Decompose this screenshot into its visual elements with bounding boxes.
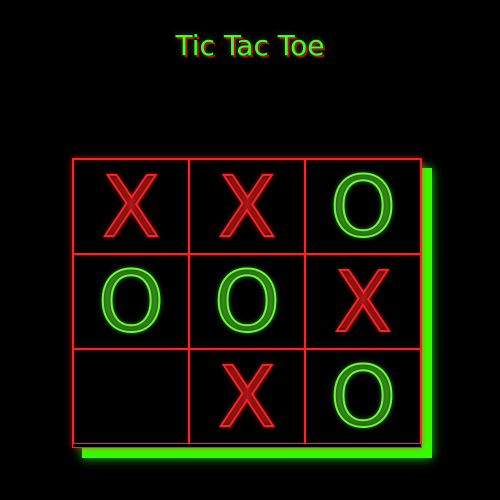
cell-r3-c1[interactable] xyxy=(73,349,189,444)
cell-mark: O xyxy=(97,252,165,351)
cell-mark: O xyxy=(329,157,397,256)
game-title: Tic Tac Toe xyxy=(175,29,325,62)
cell-mark: X xyxy=(217,157,277,256)
cell-mark: X xyxy=(217,347,277,446)
cell-r1-c3[interactable]: O xyxy=(305,159,421,254)
cell-r2-c1[interactable]: O xyxy=(73,254,189,349)
game-board: X X O O O X X O xyxy=(72,158,422,448)
cell-mark: O xyxy=(329,347,397,446)
cell-mark: X xyxy=(101,157,161,256)
cell-r3-c3[interactable]: O xyxy=(305,349,421,444)
cell-mark: X xyxy=(333,252,393,351)
cell-r3-c2[interactable]: X xyxy=(189,349,305,444)
cell-r1-c1[interactable]: X xyxy=(73,159,189,254)
cell-mark: O xyxy=(213,252,281,351)
cell-r1-c2[interactable]: X xyxy=(189,159,305,254)
cell-r2-c3[interactable]: X xyxy=(305,254,421,349)
cell-r2-c2[interactable]: O xyxy=(189,254,305,349)
